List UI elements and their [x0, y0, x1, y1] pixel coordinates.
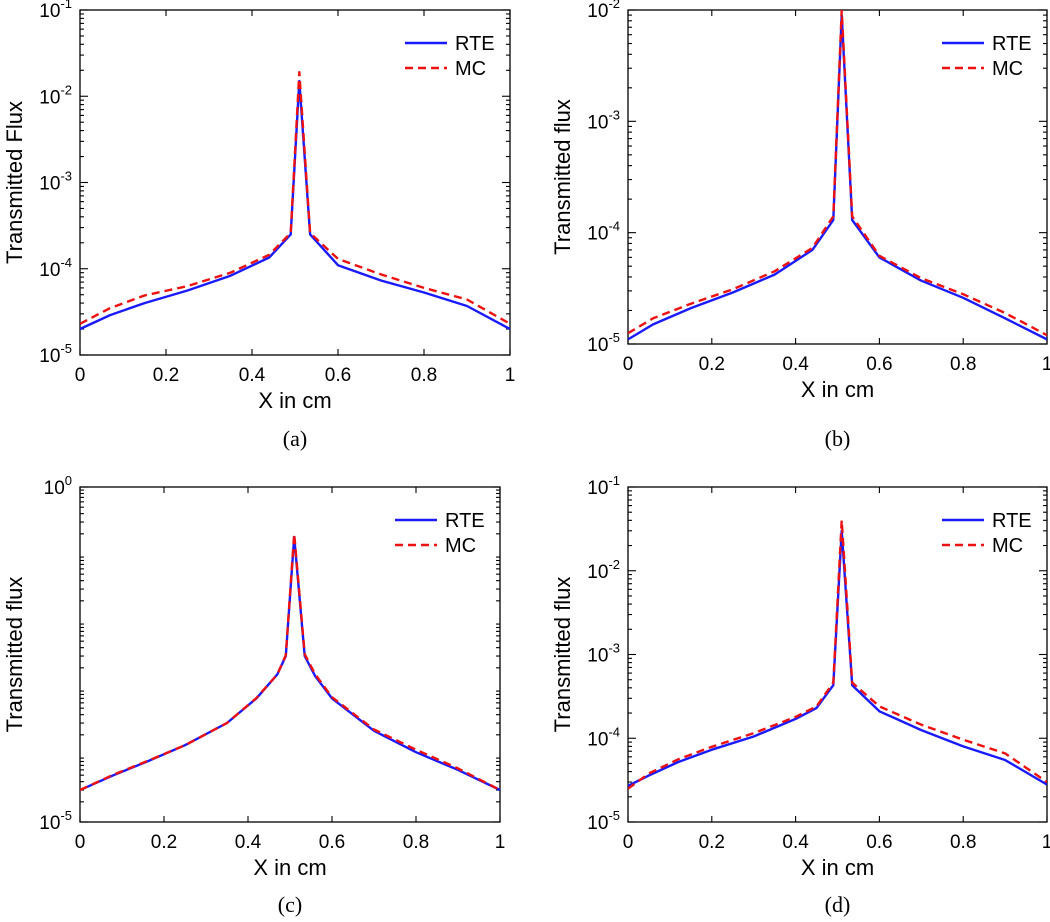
- series-line-mc: [628, 519, 1047, 790]
- series-line-mc: [628, 10, 1047, 337]
- y-tick-label: 10-2: [587, 557, 620, 583]
- x-tick-label: 0.2: [151, 832, 177, 853]
- series-line-rte: [80, 79, 510, 331]
- x-tick-label: 0: [623, 354, 634, 375]
- x-axis-label: X in cm: [801, 377, 874, 402]
- chart-panel-2: 0 0.2 0.4 0.6 0.8 1 10-5 10-4 10-3 10-2 X in cm Tra…: [550, 0, 1050, 451]
- series-line-rte: [80, 535, 500, 792]
- y-tick-label: 10-2: [39, 82, 72, 108]
- x-tick-label: 0.2: [153, 365, 179, 386]
- x-tick-label: 0.2: [699, 832, 725, 853]
- legend-label-rte: RTE: [455, 33, 495, 55]
- chart-panel-1: 0 0.2 0.4 0.6 0.8 1 10-5 10-4 10-3 10-2 10-1 X in c…: [2, 0, 515, 451]
- legend-label-mc: MC: [992, 535, 1023, 557]
- x-tick-label: 0.6: [866, 832, 892, 853]
- x-tick-label: 1: [495, 832, 506, 853]
- axes-frame: [627, 9, 1048, 345]
- panel-caption: (b): [825, 426, 851, 451]
- x-axis-label: X in cm: [253, 855, 326, 880]
- x-tick-label: 1: [1042, 354, 1050, 375]
- panel-caption: (c): [278, 892, 302, 917]
- axes-frame: [627, 486, 1048, 823]
- series-line-rte: [628, 13, 1047, 341]
- x-axis-label: X in cm: [258, 388, 331, 413]
- series-line-mc: [80, 70, 510, 325]
- y-tick-label: 10-5: [587, 808, 620, 834]
- y-tick-label: 100: [44, 473, 72, 499]
- panel-caption: (d): [825, 892, 851, 917]
- legend-label-rte: RTE: [445, 510, 485, 532]
- series-line-rte: [628, 529, 1047, 787]
- chart-panel-3: 0 0.2 0.4 0.6 0.8 1 10-5 100 X in cm Transmitted …: [2, 473, 505, 917]
- x-tick-label: 0.6: [319, 832, 345, 853]
- x-tick-label: 0: [75, 832, 86, 853]
- series-line-mc: [80, 532, 500, 792]
- x-tick-label: 0.8: [403, 832, 429, 853]
- x-tick-label: 1: [1042, 832, 1050, 853]
- y-tick-label: 10-3: [39, 169, 72, 195]
- y-tick-label: 10-5: [39, 341, 72, 367]
- legend-label-rte: RTE: [992, 510, 1032, 532]
- x-tick-label: 0.8: [950, 832, 976, 853]
- y-tick-label: 10-5: [39, 808, 72, 834]
- chart-panel-4: 0 0.2 0.4 0.6 0.8 1 10-5 10-4 10-3 10-2 10-1 X in c…: [550, 473, 1050, 917]
- y-tick-label: 10-3: [587, 107, 620, 133]
- y-tick-label: 10-4: [39, 255, 72, 281]
- x-tick-label: 0.4: [782, 832, 809, 853]
- x-tick-label: 0.4: [782, 354, 809, 375]
- y-tick-label: 10-1: [39, 0, 72, 22]
- x-tick-label: 0.4: [239, 365, 266, 386]
- y-axis-label: Transmitted Flux: [2, 101, 27, 264]
- y-tick-label: 10-1: [587, 473, 620, 499]
- legend-label-mc: MC: [445, 535, 476, 557]
- legend-label-rte: RTE: [992, 33, 1032, 55]
- y-tick-label: 10-5: [587, 330, 620, 356]
- legend-label-mc: MC: [992, 58, 1023, 80]
- axes-frame: [79, 486, 501, 823]
- y-tick-label: 10-3: [587, 641, 620, 667]
- y-tick-label: 10-4: [587, 724, 620, 750]
- panel-caption: (a): [283, 426, 307, 451]
- x-tick-label: 0.4: [235, 832, 262, 853]
- y-tick-label: 10-2: [587, 0, 620, 22]
- y-axis-label: Transmitted flux: [550, 577, 575, 733]
- x-tick-label: 0: [75, 365, 86, 386]
- y-axis-label: Transmitted flux: [550, 99, 575, 255]
- y-tick-label: 10-4: [587, 219, 620, 245]
- legend-label-mc: MC: [455, 58, 486, 80]
- x-axis-label: X in cm: [801, 855, 874, 880]
- x-tick-label: 0.6: [866, 354, 892, 375]
- x-tick-label: 0.8: [950, 354, 976, 375]
- x-tick-label: 0.8: [411, 365, 437, 386]
- y-axis-label: Transmitted flux: [2, 577, 27, 733]
- x-tick-label: 1: [505, 365, 516, 386]
- x-tick-label: 0: [623, 832, 634, 853]
- x-tick-label: 0.2: [699, 354, 725, 375]
- x-tick-label: 0.6: [325, 365, 351, 386]
